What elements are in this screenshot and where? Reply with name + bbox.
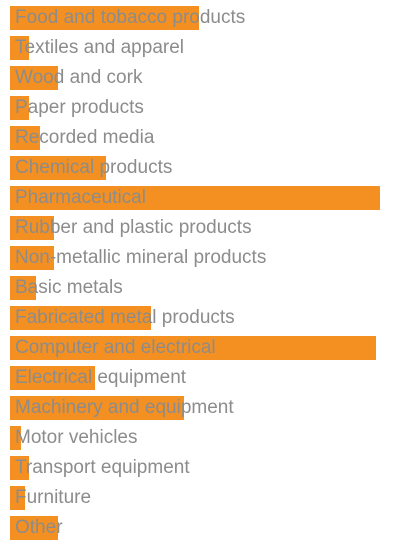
category-label: Furniture	[15, 487, 92, 508]
bar	[10, 186, 380, 210]
bar-row: Rubber and plastic products	[0, 213, 400, 243]
bar	[10, 36, 29, 60]
bar	[10, 456, 29, 480]
category-label: Basic metals	[15, 277, 123, 298]
bar-row: Motor vehicles	[0, 423, 400, 453]
bar	[10, 96, 29, 120]
category-label: Recorded media	[15, 127, 155, 148]
category-label: Non-metallic mineral products	[15, 247, 267, 268]
category-label: Rubber and plastic products	[15, 217, 252, 238]
bar-row: Basic metals	[0, 273, 400, 303]
bar	[10, 336, 377, 360]
category-label: Pharmaceutical	[15, 187, 146, 208]
bar-row: Machinery and equipment	[0, 393, 400, 423]
bar	[10, 216, 55, 240]
bar	[10, 486, 25, 510]
bar-row: Fabricated metal products	[0, 303, 400, 333]
bar-row: Recorded media	[0, 123, 400, 153]
bar	[10, 246, 55, 270]
bar-row: Other	[0, 513, 400, 543]
bar-row: Furniture	[0, 483, 400, 513]
bar	[10, 156, 107, 180]
bar-row: Non-metallic mineral products	[0, 243, 400, 273]
bar-row: Pharmaceutical	[0, 183, 400, 213]
category-label: Paper products	[15, 97, 144, 118]
bar-row: Electrical equipment	[0, 363, 400, 393]
category-label: Machinery and equipment	[15, 397, 234, 418]
category-label: Fabricated metal products	[15, 307, 235, 328]
category-label: Motor vehicles	[15, 427, 138, 448]
bar	[10, 276, 36, 300]
category-label: Computer and electrical	[15, 337, 216, 358]
bar	[10, 366, 96, 390]
bar	[10, 516, 59, 540]
category-label: Food and tobacco products	[15, 7, 246, 28]
bar-row: Paper products	[0, 93, 400, 123]
bar	[10, 66, 59, 90]
category-label: Textiles and apparel	[15, 37, 184, 58]
category-label: Wood and cork	[15, 67, 143, 88]
category-label: Other	[15, 517, 63, 538]
category-label: Electrical equipment	[15, 367, 187, 388]
bar-row: Textiles and apparel	[0, 33, 400, 63]
bar	[10, 426, 22, 450]
bar	[10, 306, 151, 330]
bar	[10, 6, 199, 30]
bar	[10, 396, 184, 420]
category-label: Transport equipment	[15, 457, 190, 478]
bar-row: Wood and cork	[0, 63, 400, 93]
bar-row: Computer and electrical	[0, 333, 400, 363]
bar-row: Food and tobacco products	[0, 3, 400, 33]
category-label: Chemical products	[15, 157, 173, 178]
bar-row: Transport equipment	[0, 453, 400, 483]
bar-row: Chemical products	[0, 153, 400, 183]
bar	[10, 126, 40, 150]
